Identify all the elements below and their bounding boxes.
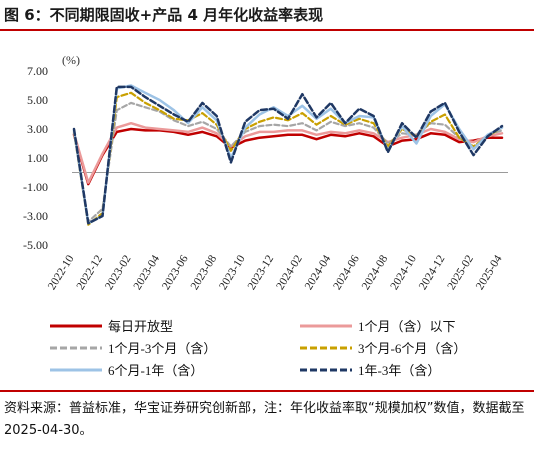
x-tick-label: 2024-12 [417,253,448,292]
legend-label-1: 每日开放型 [108,319,173,334]
x-tick-label: 2023-04 [132,253,163,292]
y-tick-label: -1.00 [23,180,48,194]
y-tick-label: -3.00 [23,209,48,223]
source-divider [0,390,534,392]
legend: 每日开放型 1个月（含）以下 1个月-3个月（含） 3个月-6个月（含） 6个月-1年（… [50,319,466,378]
series-line-4 [72,91,504,226]
x-axis: 2022-102022-122023-022023-042023-062023-… [46,172,508,292]
x-tick-label: 2023-08 [189,253,220,292]
x-tick-label: 2025-02 [446,253,477,292]
series-lines [72,84,504,226]
legend-label-4: 3个月-6个月（含） [358,341,466,356]
y-tick-label: 5.00 [27,93,48,107]
series-line-6 [72,85,504,225]
series-line-1 [72,127,504,186]
y-tick-label: 1.00 [27,151,48,165]
chart-title: 图 6：不同期限固收+产品 4 月年化收益率表现 [4,6,324,24]
series-line-5 [72,84,504,225]
x-tick-label: 2023-12 [246,253,277,292]
y-axis-unit: (%) [62,53,80,67]
x-tick-label: 2024-08 [360,253,391,292]
line-chart: (%) 7.00 5.00 3.00 1.00 -1.00 -3.00 -5.00 2022-… [23,53,508,378]
x-tick-label: 2023-02 [103,253,134,292]
x-tick-label: 2024-02 [274,253,305,292]
x-tick-label: 2024-06 [331,253,362,292]
source-note: 资料来源：普益标准，华宝证券研究创新部，注：年化收益率取“规模加权”数值，数据截… [4,401,525,438]
x-tick-label: 2024-10 [388,253,419,292]
legend-label-5: 6个月-1年（含） [108,363,203,378]
x-tick-label: 2023-10 [217,253,248,292]
x-tick-label: 2022-12 [75,253,106,292]
x-tick-label: 2025-04 [474,253,505,292]
y-tick-label: -5.00 [23,238,48,252]
series-line-2 [72,121,504,184]
x-tick-label: 2023-06 [160,253,191,292]
x-tick-label: 2024-04 [303,253,334,292]
title-divider [0,29,534,31]
legend-label-3: 1个月-3个月（含） [108,341,216,356]
legend-label-6: 1年-3年（含） [358,363,440,378]
x-tick-label: 2022-10 [46,253,77,292]
y-axis: (%) 7.00 5.00 3.00 1.00 -1.00 -3.00 -5.00 [23,53,80,252]
legend-label-2: 1个月（含）以下 [358,319,456,334]
y-tick-label: 3.00 [27,122,48,136]
y-tick-label: 7.00 [27,64,48,78]
